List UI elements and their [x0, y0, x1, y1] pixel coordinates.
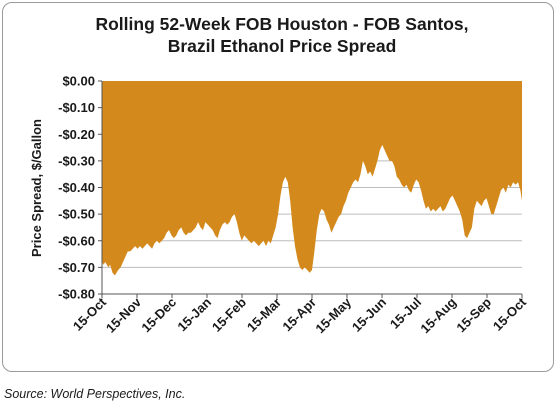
x-tick-label: 15-Feb: [209, 294, 249, 334]
x-tick-label: 15-Nov: [103, 294, 145, 336]
y-tick-label: -$0.60: [58, 233, 95, 248]
y-tick-label: -$0.80: [58, 287, 95, 302]
x-tick-label: 15-Aug: [417, 294, 459, 336]
x-tick-label: 15-Dec: [138, 295, 179, 336]
x-tick-label: 15-Oct: [490, 294, 530, 334]
axes: [98, 80, 523, 298]
y-axis-label: Price Spread, $/Gallon: [29, 119, 44, 257]
chart-title-line-1: Rolling 52-Week FOB Houston - FOB Santos…: [95, 14, 468, 34]
plot-area: [102, 81, 522, 276]
y-tick-label: -$0.30: [58, 153, 95, 168]
y-tick-label: -$0.50: [58, 207, 95, 222]
x-tick-label: 15-Jun: [349, 294, 389, 334]
y-tick-label: -$0.40: [58, 180, 95, 195]
chart-title-line-2: Brazil Ethanol Price Spread: [168, 36, 397, 56]
x-tick-label: 15-May: [312, 294, 354, 336]
chart: Rolling 52-Week FOB Houston - FOB Santos…: [29, 14, 530, 336]
x-tick-label: 15-Apr: [279, 295, 319, 335]
source-note: Source: World Perspectives, Inc.: [4, 387, 186, 401]
y-tick-label: -$0.10: [58, 100, 95, 115]
y-tick-label: -$0.20: [58, 127, 95, 142]
x-tick-label: 15-Sep: [453, 294, 494, 335]
y-tick-label: -$0.70: [58, 260, 95, 275]
y-tick-labels: $0.00 -$0.10 -$0.20 -$0.30 -$0.40 -$0.50 -$0.6…: [58, 74, 95, 302]
spread-area-series: [102, 81, 522, 276]
x-tick-label: 15-Mar: [244, 295, 284, 335]
x-tick-labels: 15-Oct15-Nov15-Dec15-Jan15-Feb15-Mar15-A…: [70, 294, 530, 336]
x-tick-label: 15-Jan: [174, 294, 214, 334]
y-tick-label: $0.00: [62, 74, 95, 89]
